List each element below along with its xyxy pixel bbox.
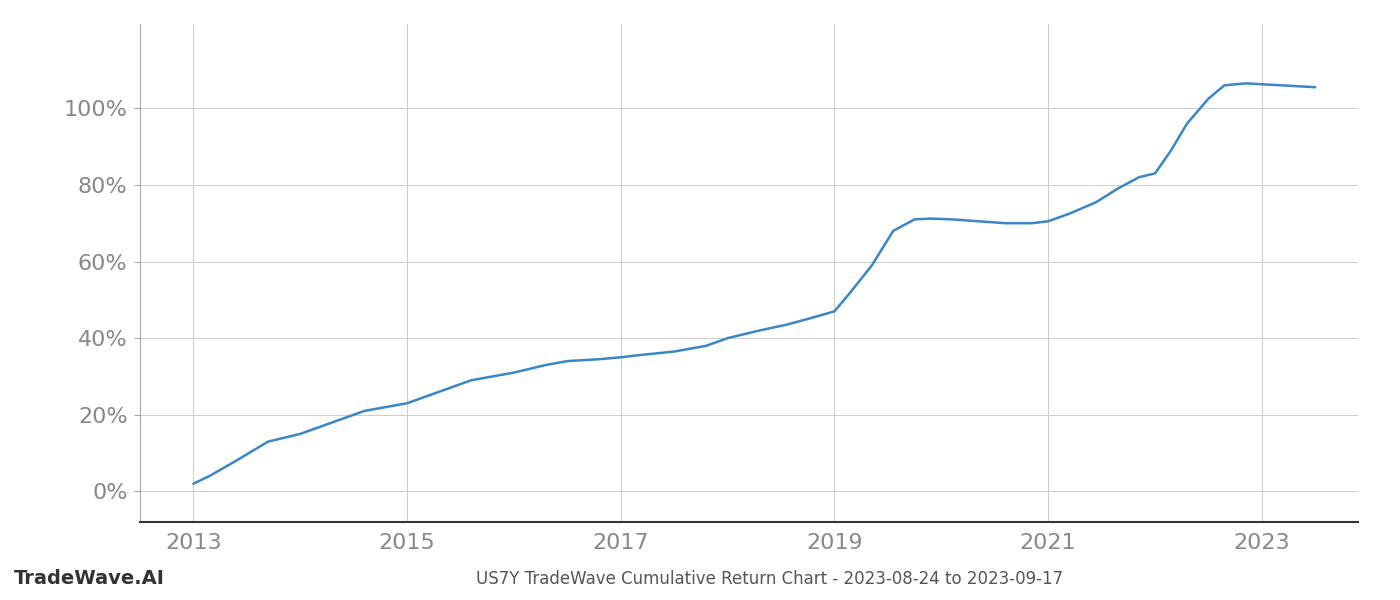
Text: US7Y TradeWave Cumulative Return Chart - 2023-08-24 to 2023-09-17: US7Y TradeWave Cumulative Return Chart -…	[476, 570, 1064, 588]
Text: TradeWave.AI: TradeWave.AI	[14, 569, 165, 588]
